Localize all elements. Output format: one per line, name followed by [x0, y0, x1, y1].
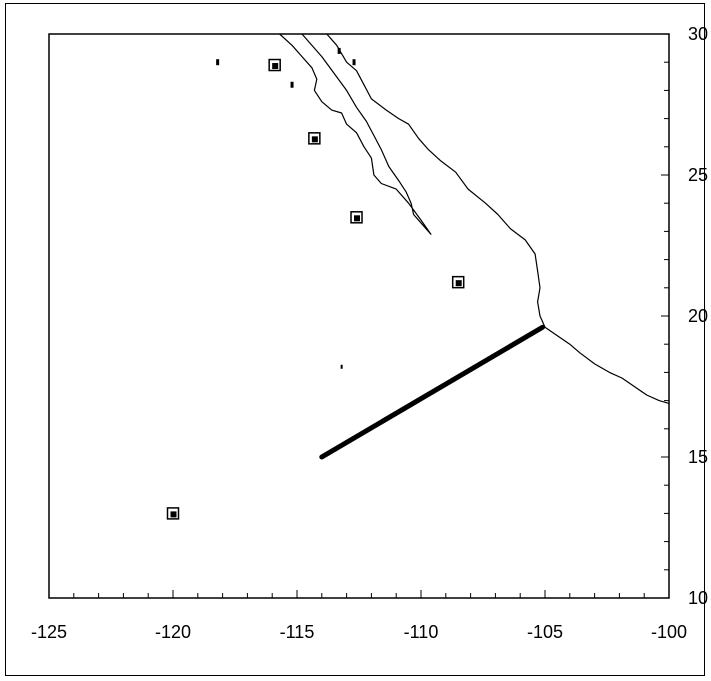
- x-tick-label: -110: [404, 622, 439, 642]
- small-island: [340, 364, 343, 369]
- mainland-coastline: [326, 33, 670, 404]
- x-tick-label: -100: [651, 622, 687, 642]
- x-tick-label: -125: [31, 622, 67, 642]
- station-marker-fill: [455, 280, 462, 287]
- island: [216, 59, 220, 66]
- minor-ticks: [48, 33, 670, 599]
- x-tick-label: -115: [280, 622, 315, 642]
- island: [352, 59, 356, 66]
- y-tick-label: 25: [688, 165, 708, 185]
- station-marker-fill: [272, 63, 279, 70]
- x-tick-label: -120: [155, 622, 191, 642]
- y-tick-label: 20: [688, 306, 708, 326]
- plot-area: [48, 33, 670, 599]
- station-marker-fill: [170, 511, 177, 518]
- station-marker-fill: [354, 215, 361, 222]
- baja-coastline: [279, 33, 432, 235]
- x-axis-labels: -125 -120 -115 -110 -105 -100: [31, 622, 687, 642]
- y-axis-labels: 10 15 20 25 30: [688, 24, 708, 608]
- island: [337, 47, 341, 54]
- y-tick-label: 15: [688, 447, 708, 467]
- figure-frame: [5, 3, 705, 676]
- island: [290, 81, 294, 88]
- station-marker-fill: [311, 136, 318, 143]
- coastlines: [216, 33, 670, 404]
- x-tick-label: -105: [527, 622, 563, 642]
- y-tick-label: 30: [688, 24, 708, 44]
- y-tick-label: 10: [688, 588, 708, 608]
- track-layer: [319, 324, 546, 460]
- station-markers: [166, 58, 465, 520]
- track-line: [319, 324, 546, 460]
